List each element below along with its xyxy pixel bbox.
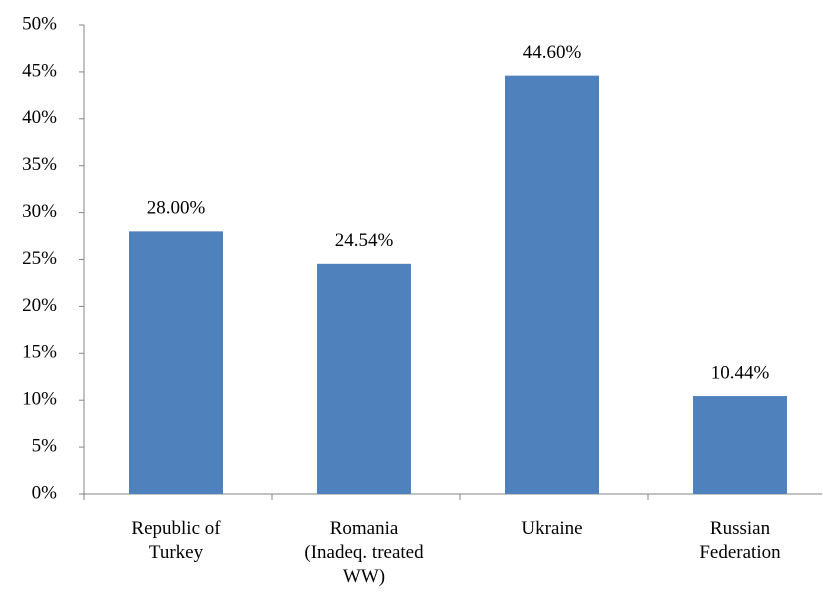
x-tick-label: Romania (Inadeq. treated WW) (304, 518, 424, 587)
y-tick-label: 50% (22, 13, 57, 34)
y-tick-label: 10% (22, 389, 57, 410)
value-label: 24.54% (335, 230, 394, 251)
y-tick-label: 40% (22, 107, 57, 128)
bar (317, 263, 411, 494)
value-label: 10.44% (711, 362, 770, 383)
y-tick-label: 35% (22, 154, 57, 175)
y-tick-label: 0% (32, 482, 58, 503)
bar (505, 75, 599, 494)
bar (693, 396, 787, 494)
y-tick-label: 15% (22, 342, 57, 363)
bar (129, 231, 223, 495)
value-label: 28.00% (147, 198, 206, 219)
y-tick-label: 45% (22, 60, 57, 81)
y-tick-label: 20% (22, 295, 57, 316)
y-tick-label: 30% (22, 201, 57, 222)
value-label: 44.60% (523, 42, 582, 63)
y-tick-label: 25% (22, 248, 57, 269)
x-tick-label: Ukraine (521, 518, 582, 539)
y-tick-label: 5% (32, 435, 58, 456)
x-tick-label: Republic of Turkey (131, 518, 221, 563)
x-tick-label: Russian Federation (699, 518, 781, 563)
